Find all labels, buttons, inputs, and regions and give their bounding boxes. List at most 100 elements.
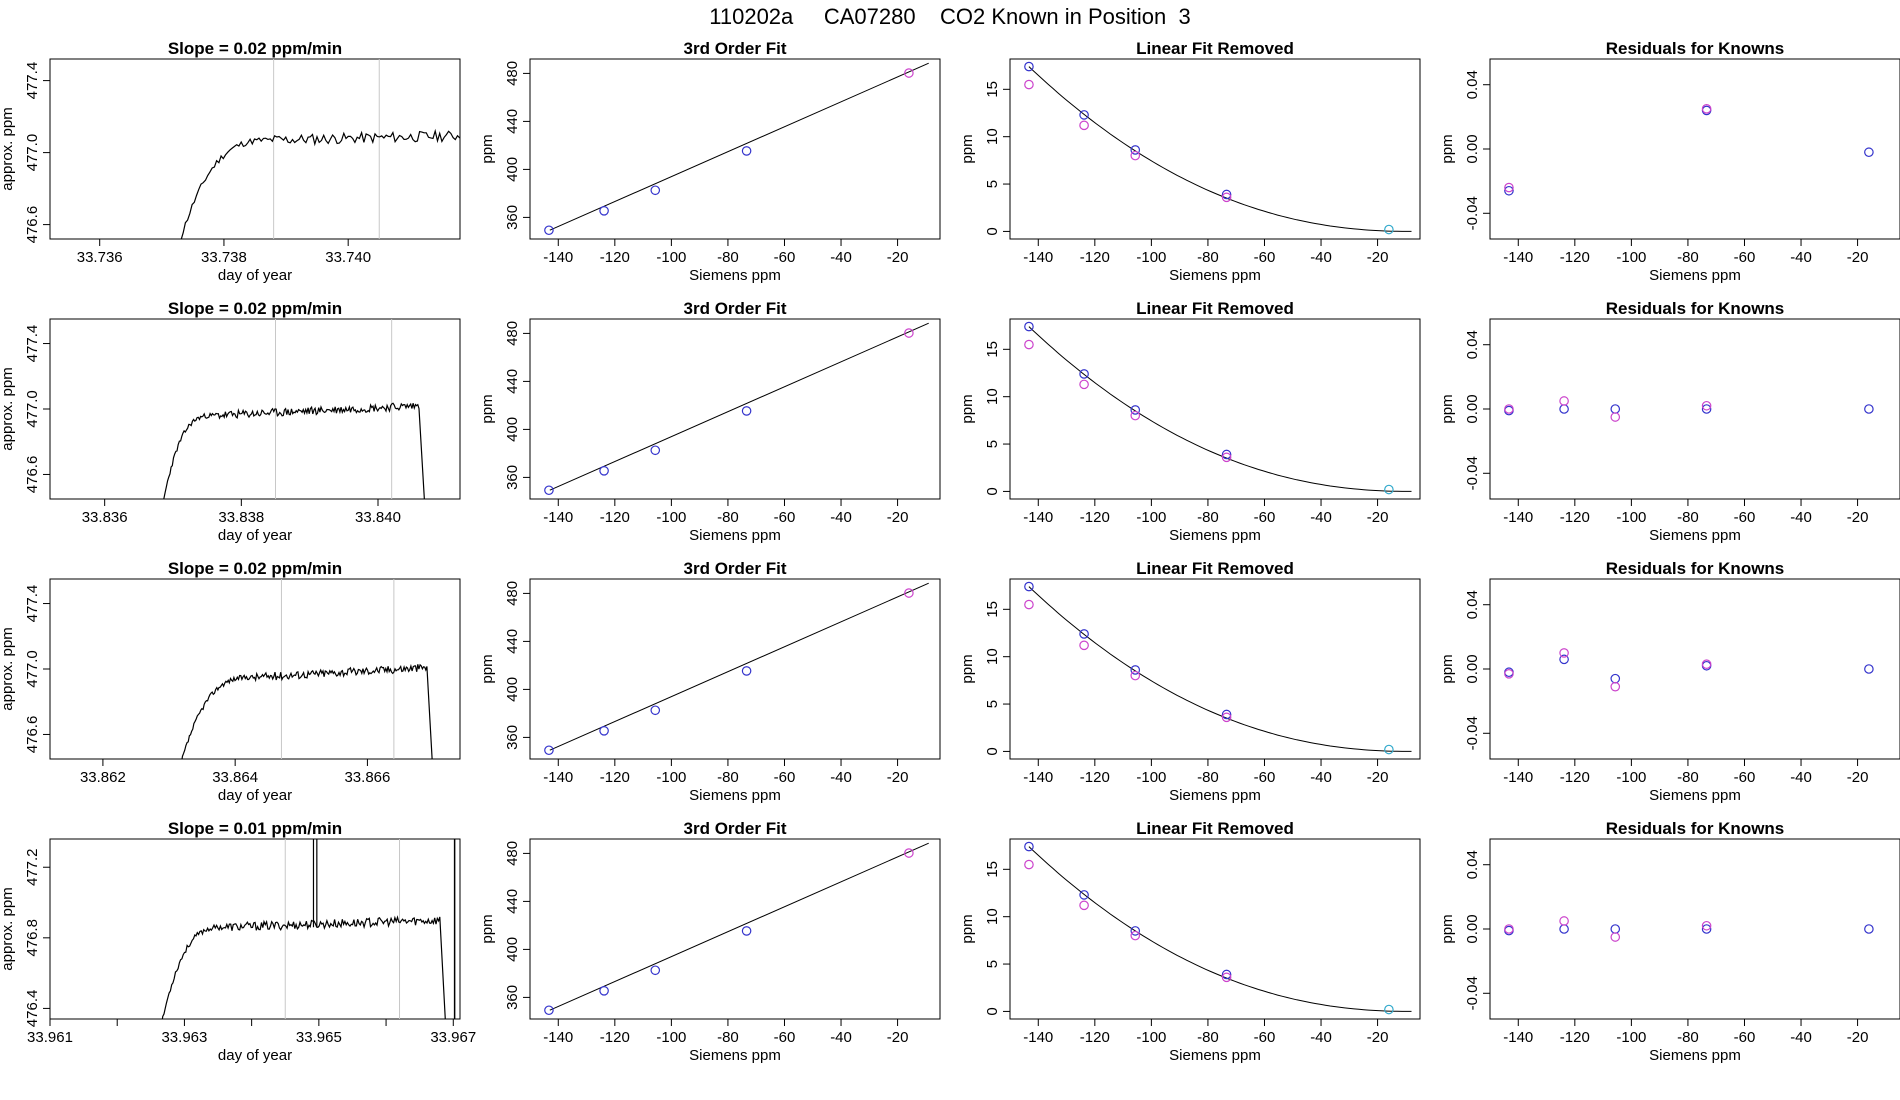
y-axis-label: ppm <box>1439 394 1456 423</box>
y-tick-label: 0.04 <box>1464 850 1481 879</box>
x-tick-label: 33.967 <box>430 1029 476 1046</box>
data-point <box>1384 484 1394 495</box>
x-tick-label: -140 <box>1503 249 1533 266</box>
y-tick-label: 400 <box>504 417 521 442</box>
fit-curve <box>549 322 929 491</box>
x-tick-label: -100 <box>1616 249 1646 266</box>
data-point <box>1130 670 1141 681</box>
fit-curve <box>1028 66 1412 232</box>
y-tick-label: 15 <box>984 601 1001 618</box>
data-point <box>1221 449 1232 460</box>
data-point <box>650 965 661 976</box>
concentration-trace <box>180 128 460 239</box>
x-tick-label: 33.840 <box>355 509 401 526</box>
data-point <box>1701 400 1712 411</box>
data-point <box>1024 79 1034 90</box>
y-axis-label: approx. ppm <box>0 887 16 970</box>
data-point <box>1559 654 1569 665</box>
data-point <box>1384 224 1394 235</box>
chart-title: Linear Fit Removed <box>1136 299 1294 318</box>
plot-frame <box>529 578 941 760</box>
data-point <box>1079 629 1089 639</box>
plot-frame <box>1489 318 1900 500</box>
x-tick-label: 33.738 <box>201 249 247 266</box>
plot-area <box>1024 61 1412 235</box>
plot-area <box>181 579 433 759</box>
plot-area <box>1024 321 1412 495</box>
y-tick-label: 0 <box>984 227 1001 235</box>
x-axis-label: day of year <box>218 787 292 804</box>
x-tick-label: -20 <box>1367 1029 1389 1046</box>
data-point <box>1504 669 1514 679</box>
plot-frame <box>1489 58 1900 240</box>
plot-area <box>163 319 425 499</box>
x-tick-label: -120 <box>1080 509 1110 526</box>
fit-curve <box>549 842 929 1011</box>
x-tick-label: -120 <box>1560 769 1590 786</box>
x-tick-label: -140 <box>1503 1029 1533 1046</box>
x-tick-label: 33.838 <box>218 509 264 526</box>
data-point <box>1130 410 1141 421</box>
data-point <box>1079 640 1089 651</box>
x-tick-label: -120 <box>1560 509 1590 526</box>
x-tick-label: -40 <box>1310 769 1332 786</box>
y-tick-label: 476.6 <box>24 716 41 754</box>
chart-title: Linear Fit Removed <box>1136 39 1294 58</box>
plot-area <box>544 842 929 1016</box>
plot-frame <box>529 318 941 500</box>
y-tick-label: 5 <box>984 180 1001 188</box>
data-point <box>1610 681 1621 692</box>
x-tick-label: -120 <box>600 1029 630 1046</box>
data-point <box>1559 916 1569 926</box>
y-tick-label: 480 <box>504 321 521 346</box>
y-tick-label: 477.0 <box>24 650 41 688</box>
y-tick-label: 477.4 <box>24 325 41 363</box>
y-tick-label: 476.6 <box>24 456 41 494</box>
plot-frame <box>1009 318 1421 500</box>
data-point <box>1079 379 1089 390</box>
fit-curve <box>1028 586 1412 752</box>
plot-frame <box>1009 838 1421 1020</box>
x-tick-label: -60 <box>1734 509 1756 526</box>
y-axis-label: ppm <box>1439 654 1456 683</box>
y-tick-label: 0.00 <box>1464 134 1481 163</box>
x-tick-label: -60 <box>1734 249 1756 266</box>
plot-frame <box>1009 58 1421 240</box>
y-tick-label: 477.2 <box>24 848 41 886</box>
x-axis-label: Siemens ppm <box>689 1047 781 1064</box>
plot-area <box>544 322 929 496</box>
y-tick-label: 0 <box>984 487 1001 495</box>
x-tick-label: -120 <box>600 249 630 266</box>
x-axis-label: Siemens ppm <box>689 527 781 544</box>
data-point <box>1701 404 1712 414</box>
y-tick-label: 440 <box>504 109 521 134</box>
data-point <box>599 725 609 736</box>
fit-curve <box>549 62 929 231</box>
chart-panel-14: 3rd Order Fit -140 -120 -100 -80 -60 -40 -20 Sie… <box>479 819 941 1064</box>
x-tick-label: -40 <box>1310 249 1332 266</box>
data-point <box>650 185 661 196</box>
y-tick-label: 400 <box>504 677 521 702</box>
chart-title: Residuals for Knowns <box>1606 819 1785 838</box>
x-axis-label: Siemens ppm <box>1169 1047 1261 1064</box>
chart-panel-8: Residuals for Knowns -140 -120 -100 -80 -60 -4… <box>1439 299 1900 544</box>
x-tick-label: -20 <box>1367 249 1389 266</box>
data-point <box>1079 369 1089 379</box>
x-tick-label: -60 <box>774 1029 796 1046</box>
fit-curve <box>549 582 929 751</box>
data-point <box>1221 189 1232 200</box>
x-tick-label: -100 <box>1616 769 1646 786</box>
y-tick-label: 10 <box>984 388 1001 405</box>
chart-panel-15: Linear Fit Removed -140 -120 -100 -80 -60 -40 -… <box>959 819 1421 1064</box>
y-tick-label: -0.04 <box>1464 716 1481 750</box>
y-axis-label: approx. ppm <box>0 367 16 450</box>
x-axis-label: Siemens ppm <box>1169 267 1261 284</box>
x-tick-label: -100 <box>656 769 686 786</box>
x-axis-label: day of year <box>218 267 292 284</box>
y-tick-label: 360 <box>504 465 521 490</box>
y-axis-label: ppm <box>959 914 976 943</box>
data-point <box>1024 581 1034 592</box>
y-tick-label: 0.04 <box>1464 330 1481 359</box>
data-point <box>1221 712 1232 723</box>
plot-area <box>1504 916 1874 942</box>
